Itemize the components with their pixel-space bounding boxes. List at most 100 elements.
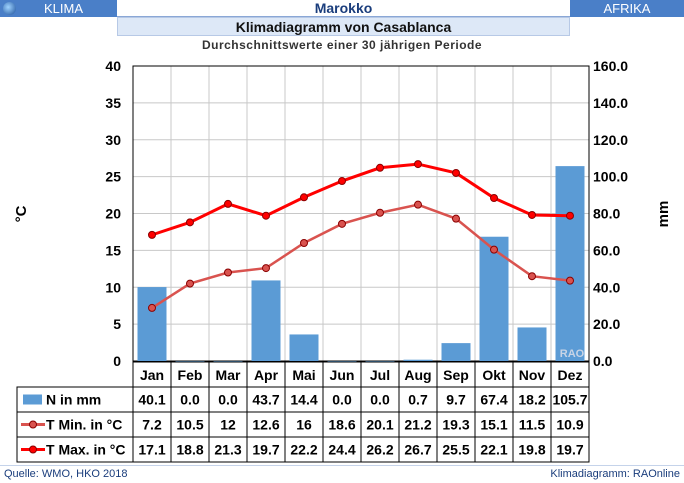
data-label: 18.2 — [518, 392, 545, 408]
data-label: 0.0 — [218, 392, 238, 408]
climate-chart: 0 0.05 20.010 40.015 60.020 80.025 100.030 120.… — [13, 58, 672, 463]
footer: Quelle: WMO, HKO 2018 Klimadiagramm: RAO… — [0, 465, 684, 482]
chart-title: Klimadiagramm von Casablanca — [117, 17, 570, 36]
data-label: 19.7 — [252, 442, 279, 458]
x-tick-Jan: Jan — [140, 367, 164, 383]
y-left-tick: 15 — [105, 242, 121, 258]
point-tmax-Apr — [262, 211, 270, 220]
bar-Mai — [289, 334, 319, 361]
data-label: 17.1 — [138, 442, 165, 458]
y-left-tick: 20 — [105, 206, 121, 222]
point-tmin-Feb — [186, 279, 194, 288]
data-label: 18.6 — [328, 417, 355, 433]
x-tick-Aug: Aug — [404, 367, 431, 383]
point-tmin-Jul — [376, 208, 384, 217]
x-tick-Okt: Okt — [482, 367, 506, 383]
x-tick-Dez: Dez — [558, 367, 583, 383]
y-left-tick: 0 — [113, 353, 121, 369]
point-tmin-Okt — [490, 245, 498, 254]
data-label: 12.6 — [252, 417, 279, 433]
data-label: 18.8 — [176, 442, 203, 458]
y-right-label: mm — [655, 201, 672, 228]
x-tick-Feb: Feb — [178, 367, 203, 383]
point-tmin-Nov — [528, 272, 536, 281]
point-tmin-Mar — [224, 268, 232, 277]
data-label: 10.9 — [556, 417, 583, 433]
legend-label: N in mm — [46, 392, 101, 408]
data-label: 24.4 — [328, 442, 355, 458]
point-tmin-Mai — [300, 239, 308, 247]
legend-label: T Min. in °C — [46, 417, 122, 433]
top-bar: KLIMA Marokko AFRIKA — [0, 0, 684, 17]
x-tick-Mar: Mar — [216, 367, 241, 383]
x-tick-Mai: Mai — [292, 367, 315, 383]
data-label: 67.4 — [480, 392, 507, 408]
y-right-tick: 100.0 — [593, 169, 628, 185]
data-label: 10.5 — [176, 417, 203, 433]
data-label: 16 — [296, 417, 312, 433]
data-label: 22.1 — [480, 442, 507, 458]
point-tmax-Aug — [414, 160, 422, 169]
data-label: 43.7 — [252, 392, 279, 408]
data-label: 15.1 — [480, 417, 507, 433]
x-tick-Jul: Jul — [370, 367, 390, 383]
klima-label: KLIMA — [44, 1, 84, 16]
line-tmin — [151, 203, 571, 309]
point-tmin-Sep — [452, 214, 460, 223]
bar-Jul — [365, 361, 395, 362]
bar-Apr — [251, 280, 281, 361]
point-tmin-Aug — [414, 200, 422, 209]
chart-subtitle: Durchschnittswerte einer 30 jährigen Per… — [201, 38, 483, 52]
data-label: 11.5 — [519, 417, 546, 433]
data-label: 0.0 — [332, 392, 352, 408]
data-label: 26.2 — [366, 442, 393, 458]
point-tmax-Mai — [300, 193, 308, 202]
point-tmax-Nov — [528, 210, 536, 219]
klima-tab[interactable]: KLIMA — [0, 0, 117, 17]
globe-icon — [3, 2, 16, 15]
data-label: 25.5 — [442, 442, 469, 458]
point-tmin-Jan — [148, 303, 156, 312]
y-right-tick: 40.0 — [593, 279, 620, 295]
y-left-tick: 30 — [105, 132, 121, 148]
bar-Sep — [441, 343, 471, 361]
y-left-tick: 25 — [105, 169, 121, 185]
y-left-tick: 40 — [105, 58, 121, 74]
y-left-tick: 5 — [113, 316, 121, 332]
legend-swatch-marker — [29, 420, 37, 429]
legend-label: T Max. in °C — [46, 442, 126, 458]
data-label: 7.2 — [142, 417, 162, 433]
y-left-label: °C — [13, 205, 30, 222]
y-right-tick: 20.0 — [593, 316, 620, 332]
y-right-tick: 160.0 — [593, 58, 628, 74]
plot-border — [132, 65, 590, 362]
data-label: 105.7 — [552, 392, 587, 408]
region-label[interactable]: AFRIKA — [570, 0, 684, 17]
data-label: 12 — [220, 417, 236, 433]
data-label: 21.2 — [404, 417, 431, 433]
point-tmax-Sep — [452, 168, 460, 177]
point-tmax-Jul — [376, 163, 384, 172]
bar-Mar — [213, 361, 243, 362]
data-label: 0.7 — [408, 392, 428, 408]
legend-swatch-marker — [29, 445, 37, 454]
y-right-tick: 80.0 — [593, 206, 620, 222]
point-tmin-Jun — [338, 219, 346, 228]
bar-Aug — [403, 359, 433, 361]
data-label: 19.3 — [442, 417, 469, 433]
country-label[interactable]: Marokko — [117, 0, 570, 17]
bar-Dez — [555, 166, 585, 361]
point-tmax-Jun — [338, 177, 346, 186]
bar-Jun — [327, 361, 357, 362]
x-tick-Sep: Sep — [443, 367, 469, 383]
point-tmax-Mar — [224, 199, 232, 208]
line-tmax — [151, 162, 571, 237]
y-left-tick: 35 — [105, 95, 121, 111]
bar-Jan — [137, 287, 167, 361]
data-label: 22.2 — [290, 442, 317, 458]
data-label: 21.3 — [214, 442, 241, 458]
y-left-tick: 10 — [105, 279, 121, 295]
data-label: 0.0 — [370, 392, 390, 408]
data-label: 0.0 — [180, 392, 200, 408]
point-tmax-Okt — [490, 194, 498, 203]
